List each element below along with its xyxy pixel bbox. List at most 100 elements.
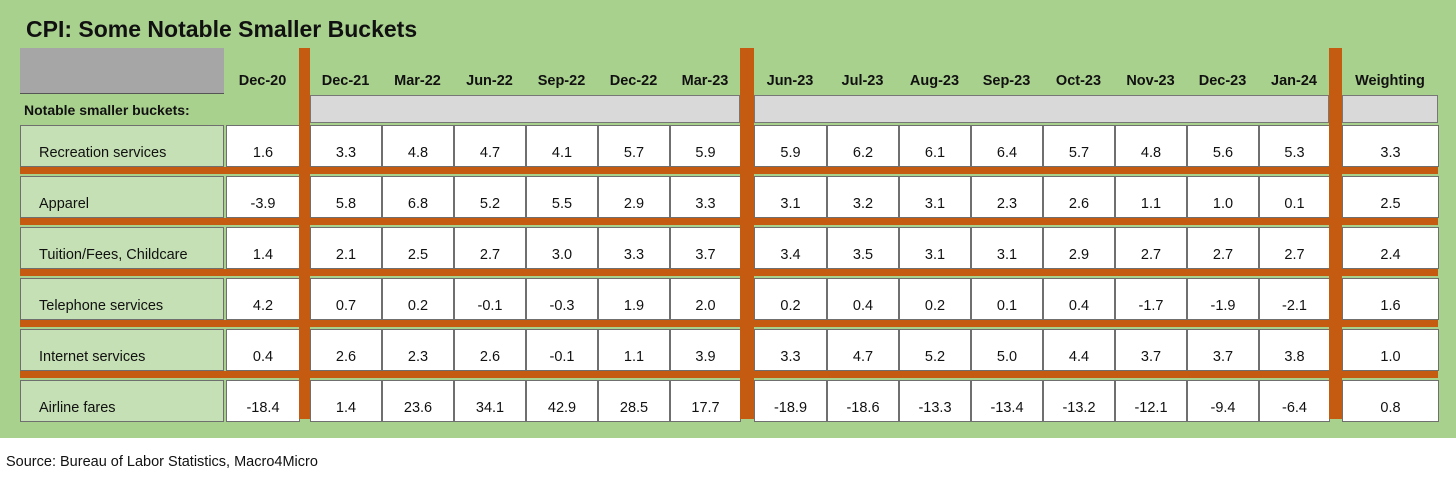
row-label: Telephone services (20, 278, 224, 320)
data-cell: 4.7 (827, 329, 899, 371)
data-cell: 1.0 (1187, 176, 1259, 218)
data-cell: 2.4 (1342, 227, 1439, 269)
data-cell: 6.8 (382, 176, 454, 218)
data-cell: -13.3 (899, 380, 971, 422)
data-cell: 2.6 (1043, 176, 1115, 218)
data-cell: 5.9 (670, 125, 741, 167)
data-cell: 3.3 (1342, 125, 1439, 167)
column-header: Jan-24 (1271, 73, 1317, 89)
data-cell: -2.1 (1259, 278, 1330, 320)
data-cell: 1.4 (310, 380, 382, 422)
data-cell: 3.5 (827, 227, 899, 269)
column-header: Dec-23 (1198, 73, 1247, 89)
data-cell: 4.1 (526, 125, 598, 167)
row-divider (20, 371, 1438, 378)
data-cell: 2.3 (382, 329, 454, 371)
data-cell: 2.7 (1115, 227, 1187, 269)
data-cell: 3.1 (899, 176, 971, 218)
data-cell: 3.1 (754, 176, 827, 218)
data-cell: -18.9 (754, 380, 827, 422)
data-cell: 3.1 (971, 227, 1043, 269)
data-cell: -13.2 (1043, 380, 1115, 422)
data-cell: 2.5 (1342, 176, 1439, 218)
data-cell: -18.6 (827, 380, 899, 422)
column-header: Jun-23 (766, 73, 814, 89)
data-cell: -13.4 (971, 380, 1043, 422)
data-cell: -0.1 (454, 278, 526, 320)
data-cell: 2.7 (1187, 227, 1259, 269)
row-label: Tuition/Fees, Childcare (20, 227, 224, 269)
data-cell: 0.2 (899, 278, 971, 320)
data-cell: 1.0 (1342, 329, 1439, 371)
data-cell: -6.4 (1259, 380, 1330, 422)
data-cell: 4.4 (1043, 329, 1115, 371)
data-cell: 0.1 (1259, 176, 1330, 218)
data-cell: 0.7 (310, 278, 382, 320)
row-label: Recreation services (20, 125, 224, 167)
column-header: Mar-23 (681, 73, 729, 89)
row-label: Airline fares (20, 380, 224, 422)
data-cell: 0.4 (226, 329, 300, 371)
column-header: Aug-23 (909, 73, 960, 89)
column-header: Weighting (1355, 73, 1425, 89)
column-header: Jun-22 (466, 73, 513, 89)
column-header: Sep-22 (537, 73, 586, 89)
data-cell: -9.4 (1187, 380, 1259, 422)
data-cell: 2.6 (454, 329, 526, 371)
subheader-band (754, 95, 1329, 123)
data-cell: 2.1 (310, 227, 382, 269)
data-cell: 3.2 (827, 176, 899, 218)
section-label: Notable smaller buckets: (24, 102, 190, 118)
source-note: Source: Bureau of Labor Statistics, Macr… (6, 454, 318, 470)
data-cell: 3.7 (1115, 329, 1187, 371)
data-cell: 5.2 (454, 176, 526, 218)
column-header: Nov-23 (1126, 73, 1175, 89)
data-cell: 2.0 (670, 278, 741, 320)
data-cell: 6.2 (827, 125, 899, 167)
data-cell: 3.3 (670, 176, 741, 218)
data-cell: 6.4 (971, 125, 1043, 167)
column-header: Dec-22 (609, 73, 658, 89)
data-cell: 1.6 (1342, 278, 1439, 320)
column-header: Jul-23 (841, 73, 884, 89)
data-cell: 2.7 (1259, 227, 1330, 269)
data-cell: 23.6 (382, 380, 454, 422)
data-cell: 3.4 (754, 227, 827, 269)
data-cell: 3.7 (670, 227, 741, 269)
data-cell: 5.9 (754, 125, 827, 167)
subheader-band (1342, 95, 1438, 123)
data-cell: 2.7 (454, 227, 526, 269)
data-cell: -3.9 (226, 176, 300, 218)
data-cell: -1.9 (1187, 278, 1259, 320)
data-cell: -0.3 (526, 278, 598, 320)
row-divider (20, 320, 1438, 327)
data-cell: 3.1 (899, 227, 971, 269)
data-cell: 3.0 (526, 227, 598, 269)
data-cell: -1.7 (1115, 278, 1187, 320)
subheader-band (310, 95, 740, 123)
data-cell: 0.2 (754, 278, 827, 320)
data-cell: 28.5 (598, 380, 670, 422)
figure-title: CPI: Some Notable Smaller Buckets (26, 16, 418, 42)
column-divider (740, 48, 754, 419)
column-divider (299, 48, 310, 419)
row-label: Internet services (20, 329, 224, 371)
column-header: Dec-20 (238, 73, 287, 89)
row-divider (20, 269, 1438, 276)
column-header: Oct-23 (1055, 73, 1102, 89)
data-cell: -0.1 (526, 329, 598, 371)
row-label: Apparel (20, 176, 224, 218)
data-cell: 6.1 (899, 125, 971, 167)
data-cell: 5.7 (1043, 125, 1115, 167)
data-cell: 2.6 (310, 329, 382, 371)
data-cell: 0.2 (382, 278, 454, 320)
data-cell: 0.4 (1043, 278, 1115, 320)
data-cell: 1.6 (226, 125, 300, 167)
data-cell: 4.8 (382, 125, 454, 167)
header-corner-block (20, 48, 224, 94)
data-cell: 1.1 (1115, 176, 1187, 218)
data-cell: -12.1 (1115, 380, 1187, 422)
data-cell: 0.8 (1342, 380, 1439, 422)
row-divider (20, 218, 1438, 225)
